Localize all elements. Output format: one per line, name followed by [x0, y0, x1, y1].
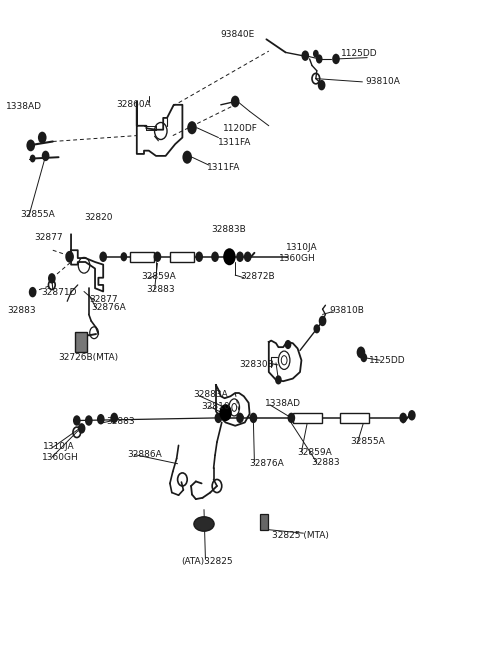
Text: 32859A: 32859A — [298, 448, 332, 457]
Circle shape — [219, 404, 232, 421]
Circle shape — [319, 316, 326, 326]
Circle shape — [78, 423, 85, 434]
Text: 32726B(MTA): 32726B(MTA) — [59, 353, 119, 362]
Text: 32883: 32883 — [107, 417, 135, 426]
Circle shape — [316, 54, 323, 64]
Circle shape — [236, 252, 244, 262]
Text: 1338AD: 1338AD — [265, 399, 301, 408]
Text: 1311FA: 1311FA — [207, 163, 241, 172]
Circle shape — [288, 413, 295, 423]
Circle shape — [231, 96, 240, 107]
Text: 1360GH: 1360GH — [279, 253, 316, 263]
Text: 93810A: 93810A — [366, 77, 401, 86]
Text: 32859A: 32859A — [142, 272, 176, 281]
Text: 32883B: 32883B — [211, 225, 246, 234]
Circle shape — [313, 50, 319, 58]
Text: 32830B: 32830B — [239, 360, 274, 369]
Circle shape — [360, 353, 367, 362]
Text: 32855A: 32855A — [350, 437, 385, 446]
Text: 32877: 32877 — [35, 233, 63, 242]
Circle shape — [250, 413, 257, 423]
Circle shape — [38, 132, 47, 143]
Text: 1311FA: 1311FA — [218, 138, 252, 147]
FancyBboxPatch shape — [340, 413, 369, 423]
Circle shape — [65, 251, 74, 263]
Circle shape — [26, 140, 35, 151]
FancyBboxPatch shape — [293, 413, 322, 423]
Circle shape — [301, 50, 309, 61]
FancyBboxPatch shape — [75, 332, 87, 352]
Circle shape — [244, 252, 252, 262]
Text: 32886A: 32886A — [127, 450, 162, 459]
Text: 93840E: 93840E — [220, 29, 254, 39]
Circle shape — [408, 410, 416, 421]
Text: 1120DF: 1120DF — [223, 124, 258, 133]
Circle shape — [313, 324, 320, 333]
Circle shape — [195, 252, 203, 262]
Text: 32876A: 32876A — [92, 303, 126, 312]
Text: 1338AD: 1338AD — [6, 102, 42, 111]
Circle shape — [187, 121, 197, 134]
Text: 93810B: 93810B — [329, 306, 364, 315]
Circle shape — [29, 287, 36, 297]
Circle shape — [211, 252, 219, 262]
Circle shape — [120, 252, 127, 261]
Text: 32883A: 32883A — [193, 390, 228, 400]
Text: 32883: 32883 — [146, 285, 175, 294]
Text: 1310JA: 1310JA — [43, 442, 75, 451]
Circle shape — [285, 340, 291, 349]
Text: 32877: 32877 — [89, 295, 118, 304]
Circle shape — [215, 413, 222, 423]
Circle shape — [110, 413, 118, 423]
Ellipse shape — [194, 517, 214, 531]
Text: 32810: 32810 — [202, 402, 230, 411]
Circle shape — [236, 413, 244, 423]
Circle shape — [182, 151, 192, 164]
Text: 1360GH: 1360GH — [42, 453, 79, 462]
Text: 32871D: 32871D — [41, 288, 76, 297]
FancyBboxPatch shape — [260, 514, 268, 530]
Circle shape — [97, 414, 105, 424]
Text: 32876A: 32876A — [249, 458, 284, 468]
Text: 32883: 32883 — [311, 458, 340, 467]
Circle shape — [99, 252, 107, 262]
Circle shape — [48, 273, 56, 284]
Text: (ATA)32825: (ATA)32825 — [181, 557, 233, 566]
FancyBboxPatch shape — [170, 252, 194, 262]
Text: 32872B: 32872B — [240, 272, 275, 281]
Circle shape — [42, 151, 49, 161]
Text: 32855A: 32855A — [20, 210, 55, 219]
Text: 32825 (MTA): 32825 (MTA) — [272, 531, 328, 540]
Circle shape — [73, 415, 81, 426]
Circle shape — [318, 80, 325, 90]
Text: 1125DD: 1125DD — [369, 356, 405, 365]
Circle shape — [154, 252, 161, 262]
Circle shape — [399, 413, 407, 423]
Circle shape — [223, 248, 236, 265]
Circle shape — [30, 155, 36, 162]
Circle shape — [357, 346, 365, 358]
Text: 1125DD: 1125DD — [341, 49, 377, 58]
Circle shape — [332, 54, 340, 64]
Text: 32883: 32883 — [7, 306, 36, 315]
Circle shape — [275, 375, 282, 384]
Text: 1310JA: 1310JA — [286, 243, 317, 252]
Circle shape — [85, 415, 93, 426]
Text: 32820: 32820 — [84, 213, 112, 222]
Text: 32860A: 32860A — [116, 100, 151, 109]
FancyBboxPatch shape — [130, 252, 154, 262]
